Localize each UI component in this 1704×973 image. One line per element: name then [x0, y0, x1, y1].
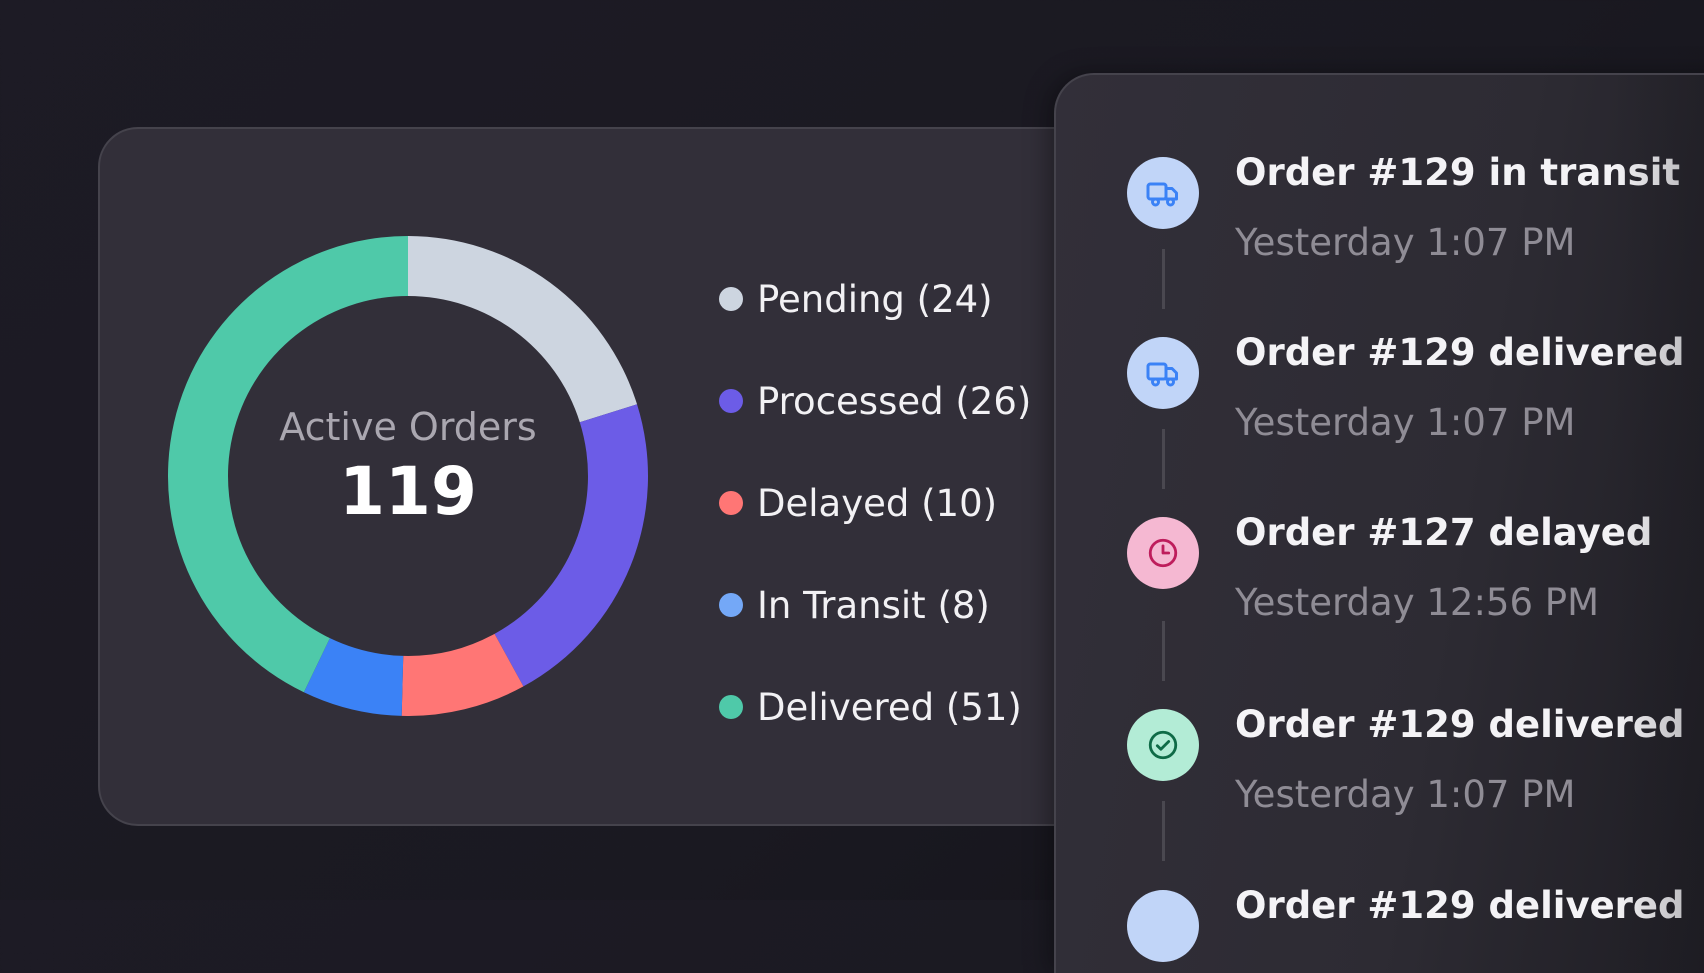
- truck-icon: [1127, 157, 1199, 229]
- clock-icon: [1127, 517, 1199, 589]
- legend-item-in-transit[interactable]: In Transit (8): [719, 554, 1031, 656]
- timeline-item-title: Order #129 delivered: [1235, 884, 1685, 927]
- chart-legend: Pending (24) Processed (26) Delayed (10)…: [719, 248, 1031, 758]
- timeline-item-time: Yesterday 12:56 PM: [1235, 581, 1600, 624]
- donut-segment-delayed[interactable]: [401, 633, 524, 716]
- legend-item-processed[interactable]: Processed (26): [719, 350, 1031, 452]
- check-circle-icon: [1127, 709, 1199, 781]
- legend-dot-icon: [719, 491, 743, 515]
- legend-item-delivered[interactable]: Delivered (51): [719, 656, 1031, 758]
- timeline-item-time: Yesterday 1:07 PM: [1235, 401, 1576, 444]
- truck-icon: [1127, 890, 1199, 962]
- timeline-item-time: Yesterday 1:07 PM: [1235, 221, 1576, 264]
- timeline-item-title: Order #129 in transit: [1235, 151, 1681, 194]
- legend-label: Processed (26): [757, 379, 1032, 423]
- timeline-connector: [1162, 249, 1165, 309]
- truck-icon: [1127, 337, 1199, 409]
- legend-dot-icon: [719, 695, 743, 719]
- orders-summary-card: [98, 127, 1198, 826]
- donut-segment-in-transit[interactable]: [303, 638, 404, 716]
- donut-center-label: Active Orders: [279, 404, 537, 449]
- legend-label: In Transit (8): [757, 583, 990, 627]
- orders-donut-chart: [168, 236, 648, 716]
- legend-label: Delivered (51): [757, 685, 1022, 729]
- timeline-item-title: Order #127 delayed: [1235, 511, 1653, 554]
- donut-segment-pending[interactable]: [408, 236, 638, 423]
- legend-dot-icon: [719, 389, 743, 413]
- legend-dot-icon: [719, 593, 743, 617]
- donut-segment-processed[interactable]: [494, 404, 648, 687]
- legend-label: Pending (24): [757, 277, 993, 321]
- legend-label: Delayed (10): [757, 481, 998, 525]
- donut-center-value: 119: [339, 452, 477, 530]
- timeline-item-title: Order #129 delivered: [1235, 703, 1685, 746]
- timeline-connector: [1162, 801, 1165, 861]
- donut-segment-delivered[interactable]: [168, 236, 408, 693]
- timeline-connector: [1162, 429, 1165, 489]
- timeline-connector: [1162, 621, 1165, 681]
- activity-timeline-card: Order #129 in transit Yesterday 1:07 PM …: [1054, 73, 1704, 973]
- legend-item-pending[interactable]: Pending (24): [719, 248, 1031, 350]
- legend-item-delayed[interactable]: Delayed (10): [719, 452, 1031, 554]
- legend-dot-icon: [719, 287, 743, 311]
- timeline-item-time: Yesterday 1:07 PM: [1235, 773, 1576, 816]
- donut-center: Active Orders 119: [168, 236, 648, 716]
- timeline-item-title: Order #129 delivered: [1235, 331, 1685, 374]
